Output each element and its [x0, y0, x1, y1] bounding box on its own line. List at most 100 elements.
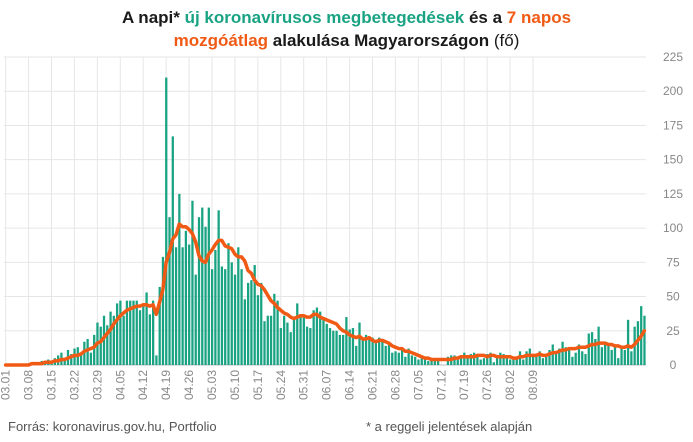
bar: [286, 322, 289, 365]
x-tick-label: 08.09: [526, 370, 540, 400]
bar: [436, 360, 440, 365]
bar: [620, 345, 623, 365]
bar: [473, 352, 476, 365]
bar: [358, 322, 361, 365]
title-part-6: alakulása Magyarországon: [268, 31, 494, 50]
bar: [384, 345, 387, 365]
bar: [600, 347, 604, 365]
x-tick-label: 06.28: [388, 370, 402, 400]
title-part-7: (fő): [493, 31, 520, 50]
title-part-1: A napi*: [121, 8, 185, 27]
x-tick-label: 04.12: [136, 370, 150, 400]
bar: [145, 292, 148, 365]
bar: [371, 337, 374, 365]
bar: [617, 358, 620, 365]
bar: [407, 348, 410, 365]
bar: [545, 356, 548, 365]
bar: [184, 230, 188, 365]
bar: [535, 356, 538, 365]
bar: [361, 340, 364, 365]
bar: [433, 359, 436, 365]
bar: [607, 344, 610, 365]
x-tick-label: 05.10: [228, 370, 242, 400]
bar: [237, 247, 240, 365]
bar: [417, 359, 420, 365]
bar: [581, 351, 584, 365]
bar: [246, 282, 250, 365]
x-tick-label: 03.29: [90, 370, 104, 400]
bar: [240, 269, 243, 365]
bar: [332, 330, 335, 365]
y-tick-label: 150: [663, 153, 683, 167]
bar: [171, 136, 174, 365]
bar: [125, 300, 129, 365]
bar: [423, 356, 427, 365]
bar: [551, 344, 554, 365]
y-tick-label: 225: [663, 50, 683, 64]
bar: [355, 345, 358, 365]
bar: [394, 351, 397, 365]
bar: [476, 354, 479, 365]
bar: [541, 358, 545, 365]
bar: [364, 334, 368, 365]
bar: [368, 337, 371, 365]
bar: [269, 315, 273, 365]
bar: [427, 360, 430, 365]
bar: [230, 262, 233, 365]
bar: [102, 315, 106, 365]
bar-series: [17, 77, 646, 365]
x-tick-label: 05.31: [297, 370, 311, 400]
bar: [122, 315, 125, 365]
bar: [391, 352, 394, 365]
x-axis: 03.01 03.08 03.15 03.22 03.29 04.05 04.12 04.19…: [0, 370, 540, 400]
x-tick-label: 03.22: [67, 370, 81, 400]
bar: [79, 352, 83, 365]
bar: [191, 200, 194, 365]
y-tick-label: 200: [663, 84, 683, 98]
x-tick-label: 08.02: [503, 370, 517, 400]
bar: [112, 315, 115, 365]
bar: [374, 343, 378, 365]
bar: [548, 349, 551, 365]
bar: [571, 356, 574, 365]
bar: [266, 315, 269, 365]
bar: [463, 352, 466, 365]
y-axis: 0 25 50 75 100 125 150 175 200 225: [663, 50, 683, 372]
bar: [148, 314, 152, 365]
bar: [554, 354, 558, 365]
bar: [345, 317, 348, 365]
title-part-2: új koronavírusos megbetegedések: [184, 8, 465, 27]
bar: [109, 311, 112, 365]
bar: [643, 315, 646, 365]
bar: [309, 328, 312, 365]
bar: [210, 269, 214, 365]
bar: [338, 334, 341, 365]
bar: [378, 337, 381, 365]
bar: [161, 256, 165, 365]
bar: [115, 303, 119, 365]
bar: [381, 338, 384, 365]
bar: [289, 332, 292, 365]
bar: [243, 299, 246, 365]
bar: [613, 345, 617, 365]
x-tick-label: 03.15: [45, 370, 59, 400]
bar: [453, 355, 456, 365]
bar: [430, 359, 433, 365]
bar: [482, 358, 486, 365]
bar: [86, 338, 89, 365]
bar: [292, 317, 296, 365]
bar: [538, 351, 541, 365]
bar: [155, 355, 158, 365]
bar: [590, 332, 594, 365]
moving-average-series: [3, 222, 647, 367]
bar: [204, 226, 207, 365]
bar: [253, 265, 256, 365]
bar: [531, 356, 535, 365]
bar: [227, 243, 230, 365]
bar: [233, 274, 237, 365]
bar: [89, 352, 93, 365]
bar: [502, 354, 505, 365]
bar: [486, 354, 489, 365]
bar: [630, 351, 633, 365]
